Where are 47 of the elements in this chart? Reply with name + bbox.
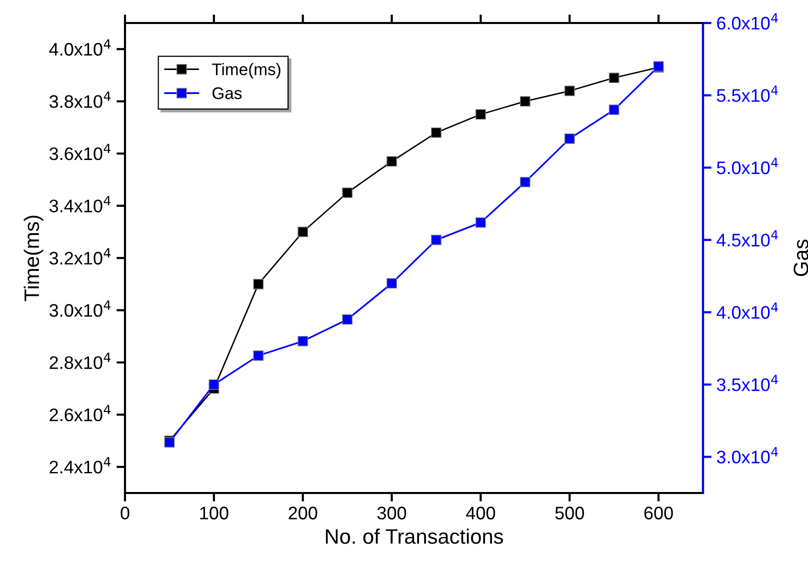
y2-tick-label: 3.0x10$^{4}$ xyxy=(716,447,778,464)
point xyxy=(475,109,486,120)
y2-tick-label: 3.5x10$^{4}$ xyxy=(716,374,778,392)
y-tick-label: 2.6x10$^{4}$ xyxy=(50,404,111,422)
x-tick-label: 200 xyxy=(288,506,318,520)
point xyxy=(342,188,353,198)
y2-tick-label: 5.0x10$^{4}$ xyxy=(716,158,778,174)
legend-label: Time(ms) xyxy=(212,63,280,79)
point xyxy=(608,104,620,115)
y-tick-label: 2.4x10$^{4}$ xyxy=(50,457,111,474)
y-tick-label: 4.0x10$^{4}$ xyxy=(49,39,111,56)
y-axis-title: Time(ms) xyxy=(24,216,44,302)
y-tick-label: 2.8x10$^{4}$ xyxy=(50,352,111,370)
point xyxy=(386,278,397,289)
y-tick-label: 3.0x10$^{4}$ xyxy=(49,300,111,317)
y2-tick-label: 6.0x10$^{4}$ xyxy=(717,13,778,30)
x-tick-label: 100 xyxy=(200,506,228,520)
y2-axis-title: Gas xyxy=(794,240,808,276)
y2-tick-label: 5.5x10$^{4}$ xyxy=(716,86,778,102)
point xyxy=(298,336,308,346)
y2-tick-label: 4.5x10$^{4}$ xyxy=(716,230,778,247)
x-tick-label: 500 xyxy=(555,506,584,520)
y-tick-label: 3.6x10$^{4}$ xyxy=(49,144,111,160)
point xyxy=(520,176,530,188)
point xyxy=(608,72,620,84)
y-tick-label: 3.2x10$^{4}$ xyxy=(49,248,111,265)
x-axis-title: No. of Transactions xyxy=(326,528,503,544)
point xyxy=(342,314,353,325)
point xyxy=(298,226,308,238)
point xyxy=(208,379,220,390)
point xyxy=(386,156,397,167)
y2-tick-label: 4.0x10$^{4}$ xyxy=(716,302,778,319)
x-tick-label: 600 xyxy=(644,506,673,520)
x-tick-label: 300 xyxy=(377,506,406,520)
point xyxy=(431,127,442,138)
x-tick-label: 400 xyxy=(466,506,496,520)
y-tick-label: 3.8x10$^{4}$ xyxy=(49,92,111,108)
point xyxy=(253,278,264,290)
point xyxy=(564,133,575,144)
point xyxy=(520,96,530,107)
x-tick-label: 0 xyxy=(120,506,130,520)
legend-label: Gas xyxy=(212,87,242,100)
point xyxy=(475,217,486,228)
point xyxy=(564,86,575,96)
point xyxy=(253,350,264,361)
point xyxy=(431,234,442,246)
y-tick-label: 3.4x10$^{4}$ xyxy=(49,196,111,212)
